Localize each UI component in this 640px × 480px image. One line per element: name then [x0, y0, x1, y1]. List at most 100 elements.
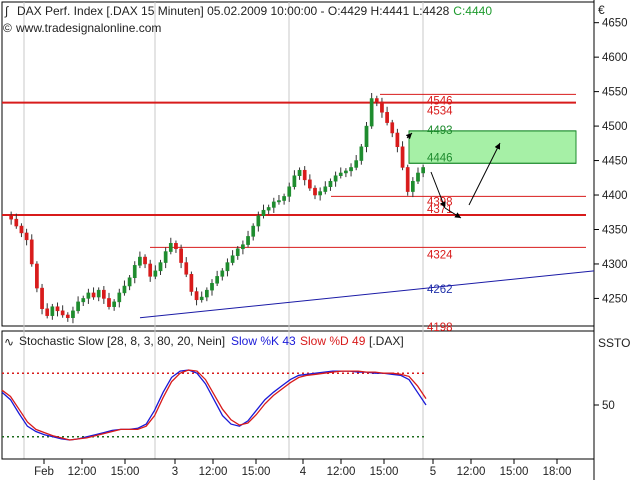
y-tick-label: 4450 — [602, 156, 628, 168]
candle-body — [91, 292, 96, 298]
candle-body — [344, 170, 348, 174]
candle-body — [266, 207, 271, 211]
candle-body — [24, 232, 29, 241]
candle-body — [400, 146, 405, 168]
y-tick-label: 4500 — [602, 121, 628, 133]
candle-body — [313, 187, 317, 196]
candle-body — [9, 215, 14, 220]
chart-icon: ∫ — [4, 4, 9, 18]
y-tick-label: 4350 — [602, 224, 628, 236]
indicator-icon: ∿ — [4, 335, 14, 349]
arrows-layer — [405, 132, 501, 219]
level-label-4534: 4534 — [427, 106, 453, 118]
candle-body — [189, 274, 194, 292]
candles-layer — [9, 92, 425, 324]
level-label-4493: 4493 — [427, 125, 453, 137]
slow-d-legend: Slow %D 49 — [300, 334, 366, 348]
candle-body — [369, 98, 374, 127]
candle-body — [354, 160, 359, 168]
candle-body — [246, 236, 250, 245]
x-tick-label: 12:00 — [68, 466, 97, 478]
level-label-4371: 4371 — [427, 204, 453, 216]
candle-body — [117, 292, 122, 303]
candle-body — [338, 172, 343, 176]
candle-body — [71, 310, 75, 318]
candle-body — [102, 289, 106, 299]
grid-layer — [23, 2, 424, 459]
y-tick-label: 4600 — [602, 52, 628, 64]
candle-body — [107, 298, 111, 307]
stochastic-panel — [1, 330, 595, 460]
candle-body — [292, 175, 297, 187]
candle-body — [14, 218, 19, 227]
x-tick-label: 3 — [172, 466, 178, 478]
x-tick-label: Feb — [34, 466, 54, 478]
candle-body — [163, 251, 168, 263]
stoch-y-tick-label: 50 — [602, 400, 615, 412]
level-label-4198: 4198 — [427, 322, 453, 334]
candle-body — [411, 180, 415, 192]
candle-body — [374, 98, 379, 103]
candle-body — [153, 270, 158, 277]
x-tick-label: 15:00 — [370, 466, 399, 478]
candle-body — [318, 191, 322, 196]
x-tick-label: 12:00 — [457, 466, 486, 478]
candle-body — [333, 175, 338, 182]
candle-body — [277, 200, 281, 203]
candle-body — [60, 310, 65, 316]
candle-body — [385, 112, 389, 123]
candle-body — [40, 287, 44, 310]
candle-body — [55, 306, 60, 312]
arrow-up — [468, 142, 501, 206]
slow-k-legend: Slow %K 43 — [231, 334, 296, 348]
candle-body — [86, 292, 91, 299]
candle-body — [81, 298, 86, 303]
candle-body — [132, 265, 137, 278]
currency-label: € — [598, 3, 605, 17]
candle-body — [199, 296, 204, 301]
stochastic-title: Stochastic Slow [28, 8, 3, 80, 20, Nein] — [19, 334, 225, 348]
candle-body — [158, 262, 163, 272]
chart-title: DAX Perf. Index [.DAX 15 Minuten] 05.02.… — [17, 4, 450, 18]
y-tick-label: 4250 — [602, 293, 628, 305]
candle-body — [349, 167, 353, 172]
x-tick-label: 12:00 — [327, 466, 356, 478]
arrow-down-2 — [444, 207, 462, 219]
y-tick-label: 4300 — [602, 259, 628, 271]
candle-body — [138, 256, 142, 266]
candle-body — [308, 179, 312, 189]
candle-body — [302, 169, 307, 181]
candle-body — [215, 276, 220, 284]
candle-body — [45, 308, 50, 316]
candle-body — [225, 262, 230, 272]
candle-body — [76, 301, 80, 312]
x-tick-label: 15:00 — [242, 466, 271, 478]
x-tick-label: 5 — [430, 466, 436, 478]
candle-body — [405, 167, 410, 192]
candle-body — [380, 101, 384, 113]
candle-body — [174, 243, 178, 250]
candle-body — [271, 201, 276, 208]
level-label-4446: 4446 — [427, 152, 453, 164]
source-link[interactable]: www.tradesignalonline.com — [15, 21, 161, 35]
candle-body — [35, 263, 39, 289]
x-tick-label: 12:00 — [199, 466, 228, 478]
candle-body — [194, 291, 199, 301]
candle-body — [143, 256, 147, 265]
candle-body — [328, 180, 333, 187]
candle-body — [323, 186, 328, 192]
level-label-4398: 4398 — [427, 196, 453, 208]
y-tick-label: 4400 — [602, 190, 628, 202]
candle-body — [184, 262, 189, 275]
candle-body — [230, 255, 235, 263]
candle-body — [390, 122, 395, 134]
candle-body — [179, 248, 183, 263]
candle-body — [210, 283, 214, 291]
candle-body — [65, 314, 70, 318]
candle-body — [287, 186, 292, 197]
candle-body — [205, 289, 209, 298]
candle-body — [251, 225, 256, 237]
trendline — [139, 270, 595, 319]
candle-body — [364, 125, 369, 148]
